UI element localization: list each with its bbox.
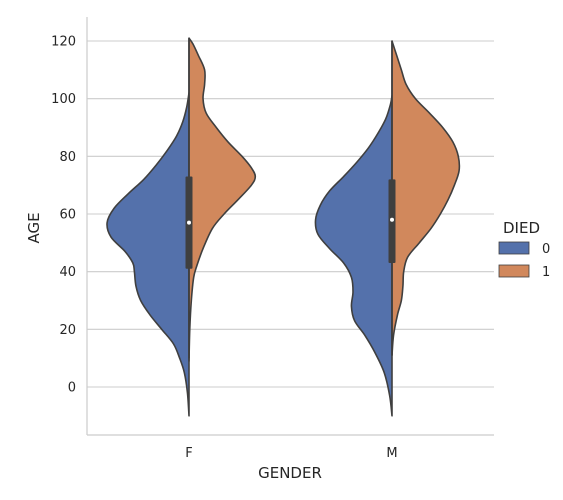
violins bbox=[106, 37, 461, 417]
axes bbox=[86, 17, 494, 436]
legend: DIED 0 1 bbox=[498, 219, 550, 280]
inner-boxes bbox=[185, 38, 396, 359]
median-dot-M bbox=[390, 217, 394, 222]
legend-swatch-1 bbox=[498, 264, 530, 278]
x-tick-label-F: F bbox=[185, 446, 192, 461]
violin-M-0 bbox=[314, 94, 393, 417]
violin-F-0 bbox=[106, 92, 190, 417]
y-ticks: 0 20 40 60 80 100 120 bbox=[51, 35, 76, 396]
y-tick-label-80: 80 bbox=[59, 150, 76, 165]
legend-label-0: 0 bbox=[542, 242, 550, 257]
y-tick-label-0: 0 bbox=[68, 381, 76, 396]
legend-title: DIED bbox=[503, 219, 540, 237]
y-tick-label-20: 20 bbox=[59, 323, 76, 338]
median-dot-F bbox=[187, 220, 191, 225]
y-tick-label-100: 100 bbox=[51, 92, 76, 107]
y-tick-label-60: 60 bbox=[59, 208, 76, 223]
x-axis-title: GENDER bbox=[258, 464, 322, 482]
violin-F-1 bbox=[188, 37, 257, 362]
legend-swatch-0 bbox=[498, 241, 530, 255]
x-tick-label-M: M bbox=[386, 446, 397, 461]
y-axis-title: AGE bbox=[25, 212, 43, 243]
y-tick-label-120: 120 bbox=[51, 35, 76, 50]
y-tick-label-40: 40 bbox=[59, 265, 76, 280]
legend-label-1: 1 bbox=[542, 265, 550, 280]
violin-M-1 bbox=[391, 40, 461, 357]
